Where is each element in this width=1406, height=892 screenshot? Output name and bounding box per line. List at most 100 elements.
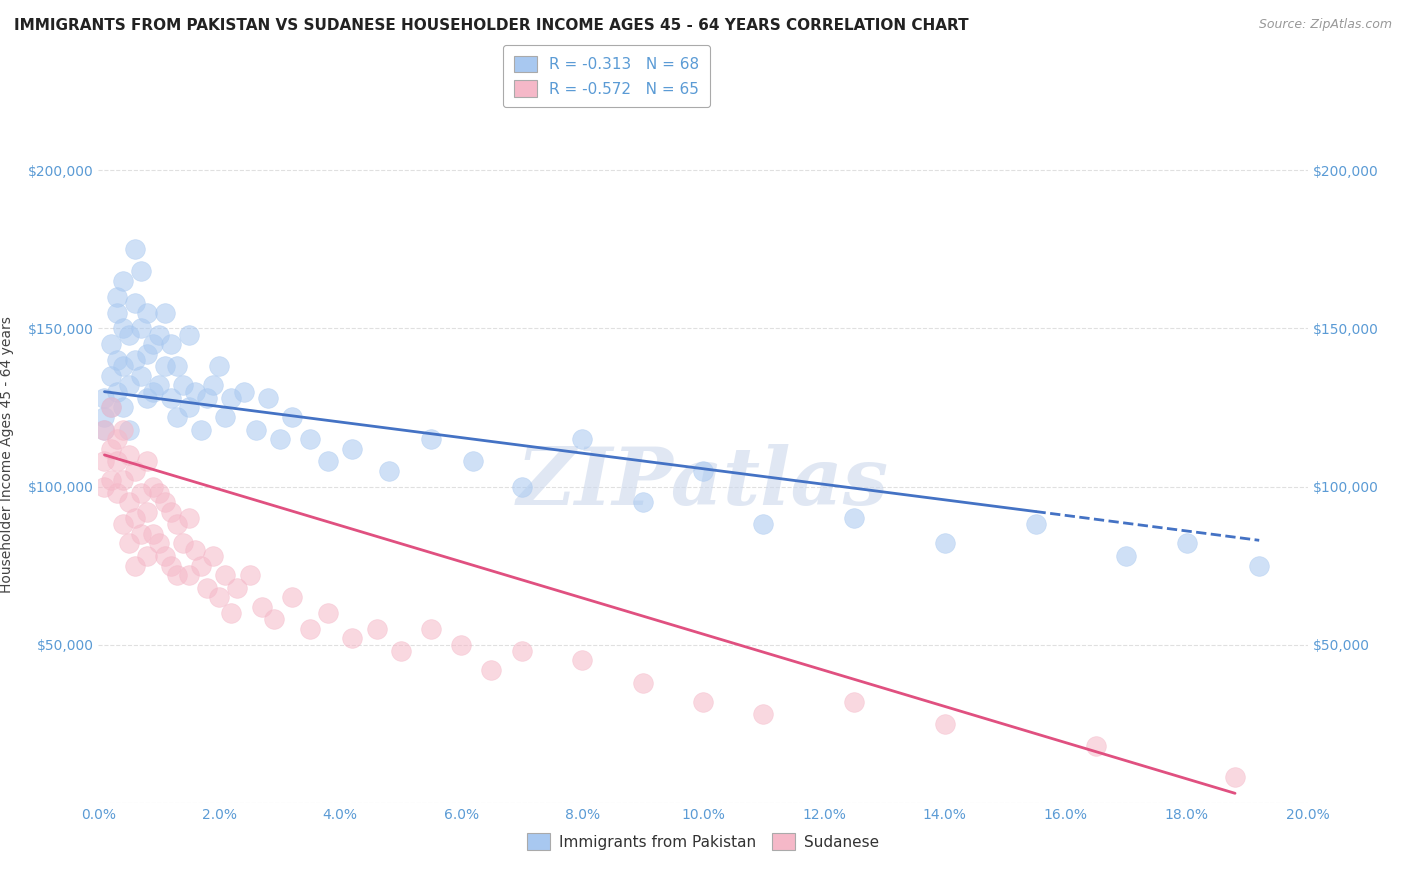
- Point: [100, 401, 122, 415]
- Point: [1175, 536, 1198, 550]
- Point: [100, 442, 122, 456]
- Point: [463, 454, 485, 468]
- Point: [166, 359, 188, 374]
- Point: [124, 464, 146, 478]
- Point: [111, 401, 134, 415]
- Text: IMMIGRANTS FROM PAKISTAN VS SUDANESE HOUSEHOLDER INCOME AGES 45 - 64 YEARS CORRE: IMMIGRANTS FROM PAKISTAN VS SUDANESE HOU…: [14, 18, 969, 33]
- Point: [166, 568, 188, 582]
- Point: [232, 384, 254, 399]
- Point: [105, 305, 128, 319]
- Point: [118, 495, 141, 509]
- Point: [135, 505, 157, 519]
- Point: [105, 290, 128, 304]
- Point: [153, 305, 176, 319]
- Point: [179, 511, 201, 525]
- Point: [214, 568, 236, 582]
- Point: [1223, 771, 1246, 785]
- Point: [105, 384, 128, 399]
- Point: [129, 321, 152, 335]
- Point: [118, 536, 141, 550]
- Point: [510, 644, 533, 658]
- Point: [111, 321, 134, 335]
- Point: [93, 423, 115, 437]
- Point: [105, 432, 128, 446]
- Point: [245, 423, 267, 437]
- Point: [1085, 739, 1108, 753]
- Point: [160, 558, 183, 573]
- Point: [366, 622, 388, 636]
- Point: [269, 432, 291, 446]
- Point: [135, 549, 157, 563]
- Point: [118, 327, 141, 342]
- Point: [631, 495, 654, 509]
- Point: [135, 305, 157, 319]
- Point: [179, 568, 201, 582]
- Point: [571, 432, 593, 446]
- Point: [148, 327, 170, 342]
- Point: [1024, 517, 1046, 532]
- Point: [105, 353, 128, 368]
- Point: [281, 591, 304, 605]
- Point: [105, 486, 128, 500]
- Point: [100, 368, 122, 383]
- Point: [124, 296, 146, 310]
- Point: [93, 391, 115, 405]
- Point: [148, 378, 170, 392]
- Point: [111, 517, 134, 532]
- Point: [118, 423, 141, 437]
- Point: [135, 454, 157, 468]
- Point: [256, 391, 278, 405]
- Text: Source: ZipAtlas.com: Source: ZipAtlas.com: [1258, 18, 1392, 31]
- Point: [208, 359, 231, 374]
- Point: [571, 653, 593, 667]
- Point: [179, 327, 201, 342]
- Point: [148, 536, 170, 550]
- Point: [129, 368, 152, 383]
- Point: [179, 401, 201, 415]
- Point: [377, 464, 399, 478]
- Point: [124, 511, 146, 525]
- Point: [263, 612, 285, 626]
- Point: [752, 517, 775, 532]
- Point: [118, 448, 141, 462]
- Point: [481, 663, 503, 677]
- Point: [250, 599, 273, 614]
- Point: [172, 378, 194, 392]
- Point: [342, 632, 364, 646]
- Point: [190, 558, 212, 573]
- Point: [166, 409, 188, 424]
- Point: [118, 378, 141, 392]
- Point: [93, 423, 115, 437]
- Point: [142, 527, 165, 541]
- Point: [184, 384, 207, 399]
- Point: [160, 337, 183, 351]
- Point: [208, 591, 231, 605]
- Point: [190, 423, 212, 437]
- Point: [316, 454, 339, 468]
- Point: [153, 359, 176, 374]
- Point: [160, 505, 183, 519]
- Point: [934, 716, 956, 731]
- Legend: Immigrants from Pakistan, Sudanese: Immigrants from Pakistan, Sudanese: [519, 826, 887, 858]
- Point: [281, 409, 304, 424]
- Point: [111, 274, 134, 288]
- Point: [631, 675, 654, 690]
- Point: [221, 606, 243, 620]
- Point: [692, 464, 714, 478]
- Point: [692, 695, 714, 709]
- Point: [202, 549, 225, 563]
- Point: [184, 542, 207, 557]
- Point: [299, 622, 322, 636]
- Point: [153, 495, 176, 509]
- Point: [129, 527, 152, 541]
- Point: [111, 359, 134, 374]
- Point: [135, 391, 157, 405]
- Point: [93, 409, 115, 424]
- Point: [142, 384, 165, 399]
- Point: [316, 606, 339, 620]
- Point: [129, 264, 152, 278]
- Point: [389, 644, 412, 658]
- Point: [100, 337, 122, 351]
- Point: [202, 378, 225, 392]
- Text: ZIPatlas: ZIPatlas: [517, 444, 889, 522]
